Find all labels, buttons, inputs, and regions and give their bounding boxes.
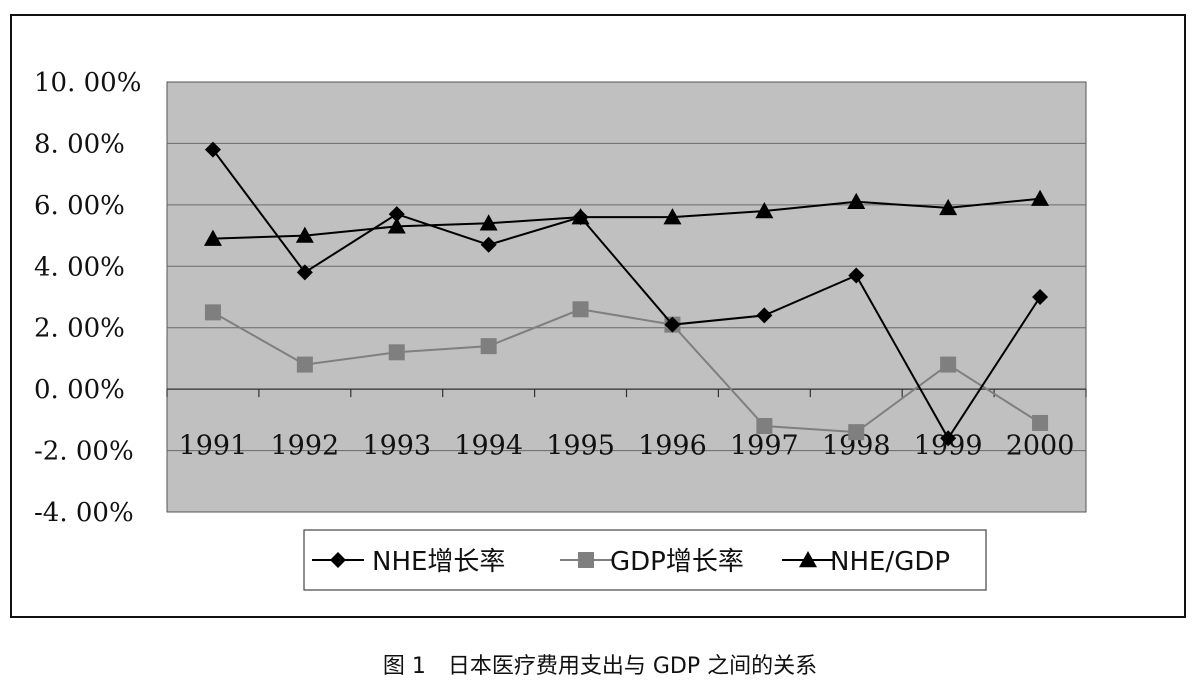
data-point-square — [296, 356, 313, 373]
data-point-diamond — [1032, 289, 1049, 305]
data-point-diamond — [480, 236, 497, 253]
y-tick-label: 10. 00% — [34, 68, 141, 98]
line-chart: 10. 00% 8. 00% 6. 00% 4. 00% 2. 00% 0. 00% -2.… — [34, 68, 1087, 591]
x-tick-label: 1993 — [362, 430, 431, 461]
x-tick-label: 1991 — [179, 430, 248, 461]
data-point-triangle — [387, 217, 406, 234]
figure-caption: 图 1 日本医疗费用支出与 GDP 之间的关系 — [382, 654, 818, 679]
data-point-triangle — [295, 226, 314, 243]
y-tick-label: 6. 00% — [34, 191, 125, 221]
data-point-diamond — [940, 430, 957, 447]
legend-marker — [330, 552, 346, 568]
data-point-square — [1032, 414, 1049, 431]
y-tick-label: -2. 00% — [34, 437, 134, 467]
legend-marker — [578, 552, 594, 568]
data-point-square — [940, 356, 957, 373]
data-point-diamond — [204, 141, 221, 158]
data-point-triangle — [939, 198, 958, 216]
x-tick-label: 2000 — [1006, 430, 1075, 461]
data-point-triangle — [663, 208, 682, 225]
legend-label: NHE/GDP — [830, 547, 950, 577]
data-point-triangle — [755, 202, 774, 219]
data-point-diamond — [756, 307, 773, 324]
data-point-triangle — [1031, 189, 1050, 206]
plot-area — [166, 81, 1087, 513]
y-tick-label: -4. 00% — [34, 498, 134, 528]
data-point-square — [756, 418, 773, 434]
x-tick-label: 1992 — [270, 430, 339, 461]
data-point-diamond — [848, 267, 865, 284]
figure-frame: 10. 00% 8. 00% 6. 00% 4. 00% 2. 00% 0. 00% -2.… — [10, 14, 1186, 618]
legend-label: NHE增长率 — [372, 547, 505, 577]
data-point-diamond — [572, 209, 589, 226]
legend-marker — [799, 551, 817, 568]
data-point-triangle — [847, 192, 866, 209]
data-point-diamond — [664, 316, 681, 333]
x-tick-label: 1994 — [454, 430, 523, 461]
data-point-square — [388, 344, 405, 361]
x-tick-label: 1997 — [730, 430, 799, 461]
x-tick-label: 1995 — [546, 430, 615, 461]
series-line-1 — [212, 308, 1041, 434]
legend — [303, 529, 987, 591]
x-tick-label: 1996 — [638, 430, 707, 461]
data-point-square — [848, 424, 865, 441]
data-point-square — [572, 301, 589, 318]
data-point-triangle — [203, 229, 222, 246]
data-point-square — [480, 338, 497, 355]
data-point-triangle — [479, 214, 498, 231]
data-point-square — [204, 304, 221, 321]
y-tick-label: 0. 00% — [34, 375, 125, 405]
y-tick-label: 8. 00% — [34, 129, 125, 159]
legend-label: GDP增长率 — [610, 547, 744, 577]
data-point-diamond — [388, 206, 405, 223]
y-tick-label: 2. 00% — [34, 314, 125, 344]
series-line-2 — [212, 197, 1041, 240]
y-tick-label: 4. 00% — [34, 252, 125, 282]
series-line-0 — [212, 148, 1041, 441]
data-point-diamond — [296, 264, 313, 281]
